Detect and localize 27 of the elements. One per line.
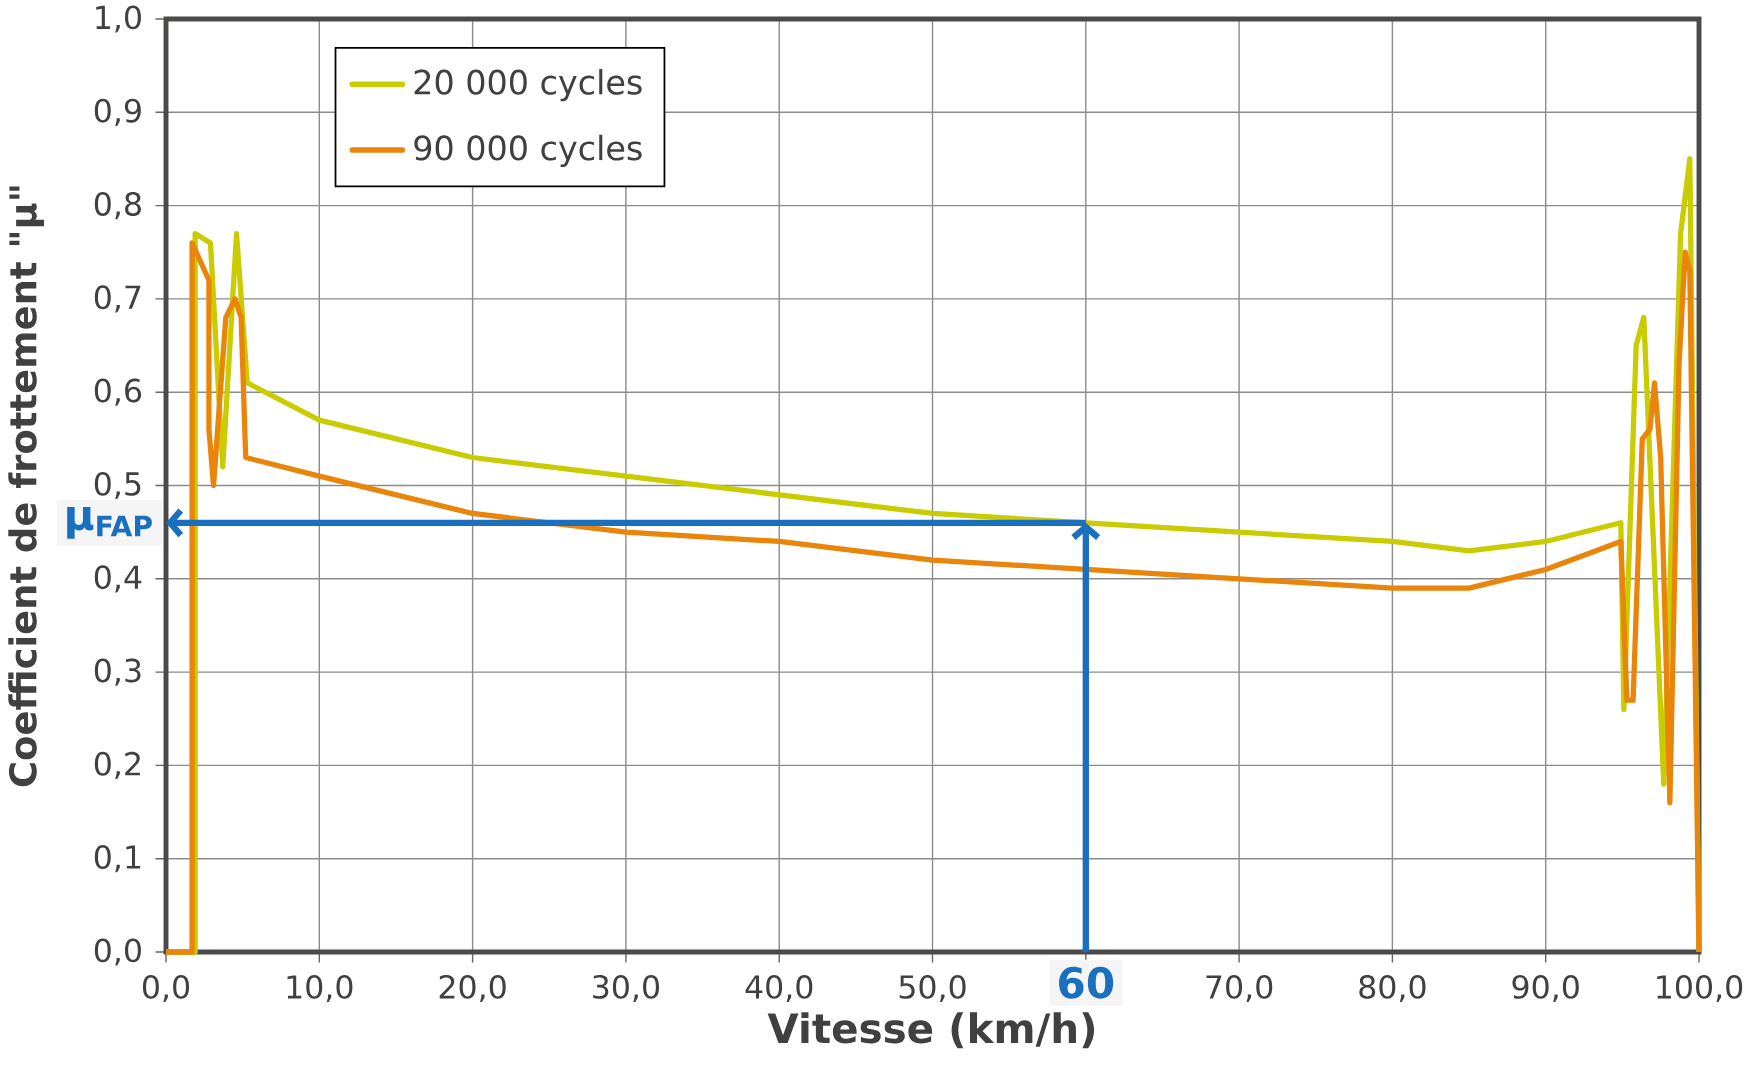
x-tick-label: 20,0 (439, 974, 506, 1003)
x-tick-label: 10,0 (287, 974, 353, 1003)
y-tick-label: 0,6 (94, 378, 142, 406)
y-tick-label: 0,3 (94, 658, 141, 686)
y-tick-label: 1,0 (96, 5, 141, 33)
y-tick-label: 0,2 (94, 751, 140, 779)
ref-line-label: μ$_{FAP}$ (67, 506, 152, 539)
x-tick-label: 0,0 (142, 974, 190, 1003)
y-tick-label: 0,7 (94, 285, 141, 313)
y-tick-label: 0,4 (94, 565, 142, 593)
y-tick-label: 0,9 (94, 98, 141, 126)
x-tick-label: 30,0 (593, 974, 660, 1003)
y-tick-label: 0,0 (94, 938, 141, 966)
y-tick-label: 0,8 (94, 192, 141, 220)
x-tick-label: 90,0 (1512, 974, 1579, 1003)
ref-line-label: 60 (1059, 966, 1114, 999)
x-tick-label: 100,0 (1657, 974, 1743, 1003)
y-tick-label: 0,1 (94, 845, 141, 873)
x-tick-label: 40,0 (745, 974, 813, 1003)
y-tick-label: 0,5 (94, 471, 141, 500)
legend-label: 90 000 cycles (414, 134, 642, 168)
x-tick-label: 50,0 (899, 974, 966, 1003)
x-tick-label: 70,0 (1206, 974, 1273, 1003)
y-axis-title: Coefficient de frottement "μ" (8, 186, 45, 787)
x-axis-title: Vitesse (km/h) (767, 1012, 1095, 1049)
legend-label: 20 000 cycles (414, 68, 642, 102)
x-tick-label: 80,0 (1359, 974, 1426, 1003)
